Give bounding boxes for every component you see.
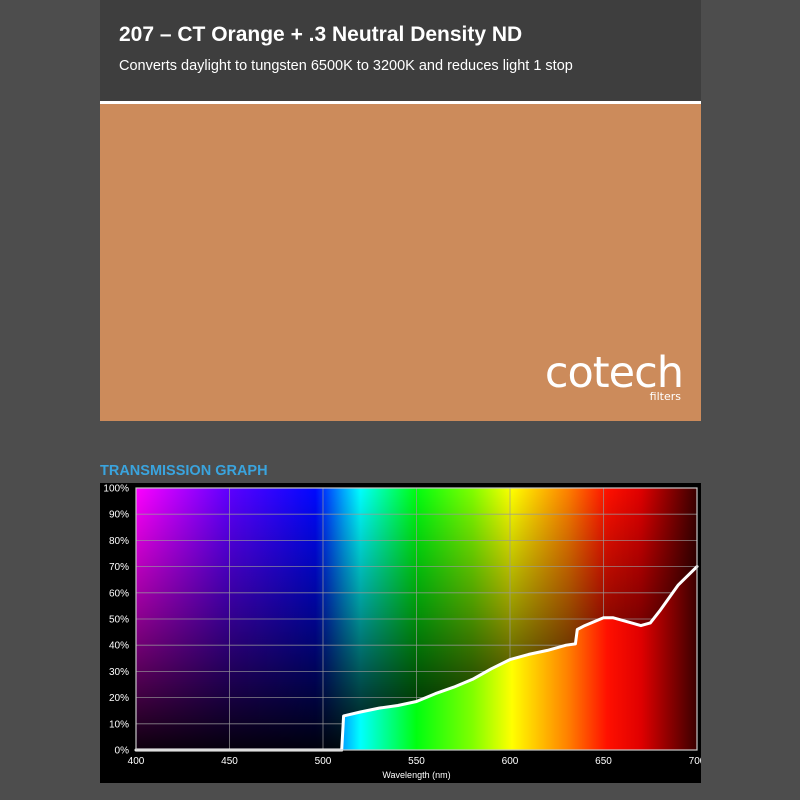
y-tick-label: 80% [109,536,129,547]
x-tick-label: 700 [689,756,701,767]
graph-heading: TRANSMISSION GRAPH [100,463,268,479]
cotech-logo: cotech filters [544,348,684,403]
x-tick-label: 500 [315,756,332,767]
x-tick-label: 400 [128,756,145,767]
logo-wordmark: cotech [544,348,684,398]
y-tick-label: 50% [109,615,129,626]
y-tick-label: 60% [109,588,129,599]
filter-color-swatch: cotech filters [100,104,701,421]
header: 207 – CT Orange + .3 Neutral Density ND … [100,0,701,101]
transmission-curve-layer [134,565,699,752]
plot-border [135,487,698,751]
y-tick-label: 100% [103,484,129,495]
x-tick-label: 550 [408,756,425,767]
y-tick-label: 10% [109,719,129,730]
x-tick-label: 600 [502,756,519,767]
plot-frame [135,487,698,751]
header-divider [100,101,701,104]
transmission-graph: 0% 10% 20% 30% 40% 50% 60% 70% 80% 90% 100% 400 450… [100,483,706,783]
transmission-curve [134,565,699,752]
page-title: 207 – CT Orange + .3 Neutral Density ND [119,23,523,46]
x-axis-label: Wavelength (nm) [382,770,450,780]
logo-subtext: filters [649,390,681,403]
x-tick-label: 450 [221,756,238,767]
y-tick-label: 70% [109,562,129,573]
x-tick-label: 650 [595,756,612,767]
y-tick-label: 40% [109,641,129,652]
y-tick-label: 30% [109,667,129,678]
y-tick-label: 0% [115,746,130,757]
y-tick-label: 90% [109,510,129,521]
x-axis-ticks: 400 450 500 550 600 650 700 [128,756,706,767]
y-axis-ticks: 0% 10% 20% 30% 40% 50% 60% 70% 80% 90% 100% [103,484,129,757]
y-tick-label: 20% [109,693,129,704]
page-subtitle: Converts daylight to tungsten 6500K to 3… [119,58,573,74]
transmission-chart-svg: 0% 10% 20% 30% 40% 50% 60% 70% 80% 90% 100% 400 450… [103,484,706,781]
